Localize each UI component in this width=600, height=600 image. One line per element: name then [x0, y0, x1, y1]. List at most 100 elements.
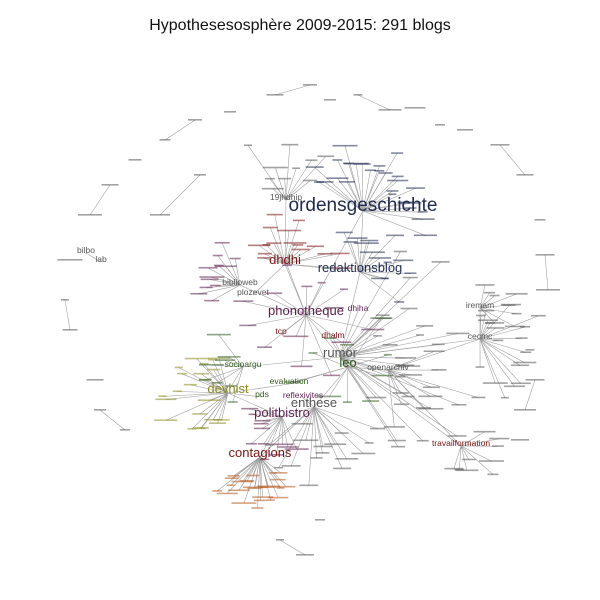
graph-edge	[359, 262, 388, 273]
minor-node-mark	[371, 277, 389, 280]
minor-node-mark	[475, 366, 485, 368]
graph-edge	[339, 356, 462, 447]
graph-edge	[281, 416, 283, 445]
graph-edge	[387, 369, 432, 388]
minor-node-mark	[504, 325, 525, 328]
graph-edge	[361, 164, 364, 212]
minor-node-mark	[451, 403, 467, 406]
minor-node-mark	[198, 363, 224, 366]
minor-node-mark	[422, 386, 440, 389]
minor-node-mark	[353, 94, 363, 96]
minor-node-mark	[399, 374, 423, 376]
minor-node-mark	[266, 213, 283, 216]
graph-edge	[284, 253, 341, 265]
graph-edge	[227, 392, 263, 398]
graph-edge	[301, 406, 315, 425]
minor-node-mark	[214, 265, 237, 268]
minor-node-mark	[233, 300, 254, 302]
minor-node-mark	[204, 299, 220, 302]
graph-edge	[339, 251, 401, 358]
minor-node-mark	[224, 111, 236, 113]
minor-node-mark	[315, 452, 330, 454]
graph-edge	[305, 314, 332, 376]
graph-edge	[362, 194, 393, 212]
minor-node-mark	[394, 375, 405, 378]
graph-edge	[479, 338, 522, 340]
minor-node-mark	[415, 334, 424, 336]
minor-node-mark	[315, 519, 325, 521]
minor-node-mark	[278, 177, 292, 180]
minor-node-mark	[387, 439, 406, 442]
minor-node-mark	[323, 374, 341, 377]
minor-node-mark	[364, 442, 374, 444]
graph-edge	[264, 253, 286, 265]
minor-node-mark	[212, 254, 223, 257]
minor-node-mark	[382, 343, 398, 346]
minor-node-mark	[435, 124, 445, 126]
minor-node-mark	[257, 346, 273, 349]
minor-node-mark	[199, 362, 209, 365]
graph-edge	[259, 456, 269, 488]
minor-node-mark	[461, 458, 476, 461]
graph-edge	[313, 406, 378, 430]
minor-node-mark	[359, 251, 385, 254]
node-label-openarchiv: openarchiv	[367, 362, 409, 372]
graph-edge	[212, 392, 229, 421]
node-label-dhdhi: dhdhi	[269, 252, 301, 267]
minor-node-mark	[291, 422, 313, 425]
minor-node-mark	[281, 143, 299, 146]
graph-edge	[281, 416, 289, 448]
minor-node-mark	[187, 428, 197, 430]
graph-edge	[165, 392, 229, 400]
minor-node-mark	[247, 487, 262, 490]
graph-edge	[460, 445, 470, 460]
minor-node-mark	[256, 485, 280, 488]
minor-node-mark	[120, 429, 130, 431]
minor-node-mark	[188, 119, 202, 121]
graph-edge	[362, 165, 380, 212]
minor-node-mark	[393, 259, 414, 262]
minor-node-mark	[513, 361, 537, 364]
graph-edge	[164, 119, 196, 141]
graph-edge	[347, 366, 389, 371]
graph-edge	[362, 170, 380, 212]
graph-edge	[479, 292, 490, 309]
graph-edge	[305, 289, 345, 316]
graph-edge	[387, 369, 395, 428]
graph-edge	[159, 174, 201, 216]
graph-edge	[198, 284, 241, 295]
node-label-19jhdhip: 19jhdhip	[270, 192, 302, 202]
minor-node-mark	[446, 332, 470, 335]
minor-node-mark	[200, 278, 219, 281]
graph-edge	[274, 84, 311, 96]
graph-edge	[479, 338, 515, 387]
minor-node-mark	[366, 396, 387, 399]
minor-node-mark	[387, 179, 409, 182]
minor-node-mark	[227, 489, 250, 492]
graph-edge	[284, 244, 298, 265]
minor-node-mark	[400, 307, 418, 310]
graph-edge	[216, 366, 244, 384]
minor-node-mark	[86, 379, 104, 381]
minor-node-mark	[511, 312, 522, 315]
minor-node-mark	[333, 467, 352, 470]
graph-edge	[275, 167, 287, 201]
graph-edge	[200, 392, 229, 429]
graph-edge	[459, 445, 462, 470]
graph-edge	[362, 210, 424, 220]
graph-edge	[227, 392, 283, 418]
minor-node-mark	[383, 426, 405, 428]
graph-edge	[284, 178, 287, 201]
minor-node-mark	[192, 427, 209, 429]
minor-node-mark	[334, 432, 349, 434]
minor-node-mark	[248, 413, 257, 416]
minor-node-mark	[475, 314, 486, 317]
graph-edge	[205, 379, 229, 394]
minor-node-mark	[525, 379, 545, 381]
node-label-politbistro: politbistro	[254, 405, 310, 420]
graph-edge	[199, 392, 229, 415]
minor-node-mark	[447, 435, 467, 437]
graph-edge	[337, 178, 364, 212]
minor-node-mark	[214, 241, 230, 244]
graph-edge	[362, 153, 398, 212]
